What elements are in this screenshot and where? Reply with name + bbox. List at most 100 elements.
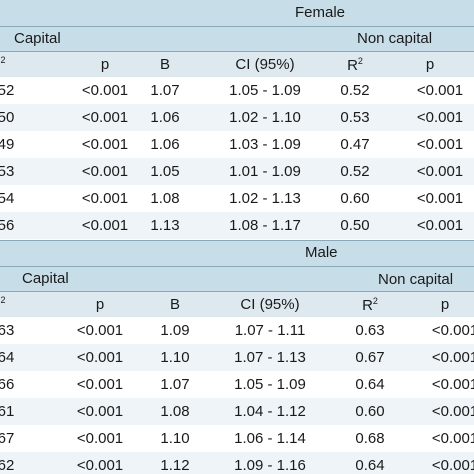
- table-row: 61 <0.001 1.08 1.04 - 1.12 0.60 <0.001: [0, 398, 474, 425]
- male-group-header: Capital Non capital: [0, 266, 474, 292]
- table-cell: 0.67: [355, 349, 385, 366]
- table-cell: <0.001: [81, 163, 129, 180]
- male-col-p2: p: [440, 296, 450, 313]
- table-cell: 1.09 - 1.16: [234, 457, 306, 474]
- table-cell: <0.001: [431, 403, 474, 420]
- table-cell: 0.52: [340, 163, 370, 180]
- table-cell: <0.001: [416, 217, 464, 234]
- table-row: 50 <0.001 1.06 1.02 - 1.10 0.53 <0.001: [0, 104, 474, 131]
- table-cell: 1.07: [160, 376, 190, 393]
- table-cell: 1.06: [150, 136, 180, 153]
- table-cell: 0.64: [355, 457, 385, 474]
- table-cell: 0.47: [340, 136, 370, 153]
- table-row: 67 <0.001 1.10 1.06 - 1.14 0.68 <0.001: [0, 425, 474, 452]
- table-cell: 50: [0, 109, 15, 126]
- table-cell: <0.001: [76, 430, 124, 447]
- table-cell: <0.001: [76, 322, 124, 339]
- col-r2: R2: [347, 56, 363, 74]
- col-p: p: [100, 56, 110, 73]
- table-cell: <0.001: [81, 109, 129, 126]
- col-ci: CI (95%): [235, 56, 295, 73]
- table-cell: 0.64: [355, 376, 385, 393]
- table-cell: 1.13: [150, 217, 180, 234]
- table-cell: 1.05 - 1.09: [229, 82, 301, 99]
- table-row: 63 <0.001 1.09 1.07 - 1.11 0.63 <0.001: [0, 317, 474, 344]
- table-row: 64 <0.001 1.10 1.07 - 1.13 0.67 <0.001: [0, 344, 474, 371]
- table-cell: 1.05: [150, 163, 180, 180]
- table-cell: <0.001: [76, 403, 124, 420]
- table-cell: 1.03 - 1.09: [229, 136, 301, 153]
- table-cell: <0.001: [416, 136, 464, 153]
- table-row: 56 <0.001 1.13 1.08 - 1.17 0.50 <0.001: [0, 212, 474, 239]
- table-row: 49 <0.001 1.06 1.03 - 1.09 0.47 <0.001: [0, 131, 474, 158]
- table-cell: 0.68: [355, 430, 385, 447]
- table-cell: 1.05 - 1.09: [234, 376, 306, 393]
- table-cell: <0.001: [76, 376, 124, 393]
- table-cell: 0.60: [355, 403, 385, 420]
- table-cell: <0.001: [81, 217, 129, 234]
- male-title: Male: [305, 244, 338, 261]
- table-row: 62 <0.001 1.12 1.09 - 1.16 0.64 <0.001: [0, 452, 474, 474]
- table-cell: 1.02 - 1.13: [229, 190, 301, 207]
- table-cell: 1.01 - 1.09: [229, 163, 301, 180]
- table-cell: 1.10: [160, 349, 190, 366]
- table-cell: <0.001: [431, 457, 474, 474]
- table-cell: <0.001: [416, 109, 464, 126]
- table-cell: 1.04 - 1.12: [234, 403, 306, 420]
- table-cell: <0.001: [416, 190, 464, 207]
- male-col-ci: CI (95%): [240, 296, 300, 313]
- table-cell: 1.08: [150, 190, 180, 207]
- col-b: B: [159, 56, 170, 73]
- table-cell: 0.50: [340, 217, 370, 234]
- table-cell: 53: [0, 163, 15, 180]
- table-row: 66 <0.001 1.07 1.05 - 1.09 0.64 <0.001: [0, 371, 474, 398]
- table-cell: <0.001: [416, 163, 464, 180]
- table-cell: 1.02 - 1.10: [229, 109, 301, 126]
- table-cell: 64: [0, 349, 15, 366]
- table-cell: 0.53: [340, 109, 370, 126]
- table-cell: <0.001: [81, 136, 129, 153]
- table-cell: 66: [0, 376, 15, 393]
- table-cell: <0.001: [416, 82, 464, 99]
- male-col-p: p: [95, 296, 105, 313]
- table-cell: 49: [0, 136, 15, 153]
- table-cell: 0.52: [340, 82, 370, 99]
- female-header: Female: [0, 0, 474, 26]
- table-cell: 1.07 - 1.11: [234, 322, 306, 339]
- male-col-r2: R2: [362, 296, 378, 314]
- table-cell: <0.001: [81, 82, 129, 99]
- table-cell: 61: [0, 403, 15, 420]
- table-cell: 1.08 - 1.17: [229, 217, 301, 234]
- female-title: Female: [295, 4, 346, 21]
- male-col-b: B: [169, 296, 180, 313]
- table-cell: <0.001: [431, 322, 474, 339]
- table-cell: 54: [0, 190, 15, 207]
- table-cell: 63: [0, 322, 15, 339]
- table-cell: 1.08: [160, 403, 190, 420]
- table-cell: 1.09: [160, 322, 190, 339]
- table-cell: <0.001: [431, 430, 474, 447]
- table-cell: 1.12: [160, 457, 190, 474]
- table-row: 53 <0.001 1.05 1.01 - 1.09 0.52 <0.001: [0, 158, 474, 185]
- male-header: Male: [0, 240, 474, 267]
- female-non-capital-label: Non capital: [357, 30, 433, 47]
- table-cell: 1.06 - 1.14: [234, 430, 306, 447]
- table-cell: <0.001: [431, 376, 474, 393]
- female-group-header: Capital Non capital: [0, 26, 474, 52]
- table-cell: 52: [0, 82, 15, 99]
- table-cell: <0.001: [76, 457, 124, 474]
- table-cell: 62: [0, 457, 15, 474]
- male-capital-label: Capital: [22, 270, 69, 287]
- table-cell: <0.001: [81, 190, 129, 207]
- table-cell: 56: [0, 217, 15, 234]
- male-non-capital-label: Non capital: [378, 271, 454, 288]
- male-column-header: 2 p B CI (95%) R2 p: [0, 291, 474, 319]
- female-column-header: 2 p B CI (95%) R2 p: [0, 51, 474, 79]
- female-capital-label: Capital: [14, 30, 61, 47]
- male-col-r2-partial: 2: [0, 295, 6, 305]
- table-row: 52 <0.001 1.07 1.05 - 1.09 0.52 <0.001: [0, 77, 474, 104]
- table-cell: 67: [0, 430, 15, 447]
- col-p2: p: [425, 56, 435, 73]
- table-cell: 1.07 - 1.13: [234, 349, 306, 366]
